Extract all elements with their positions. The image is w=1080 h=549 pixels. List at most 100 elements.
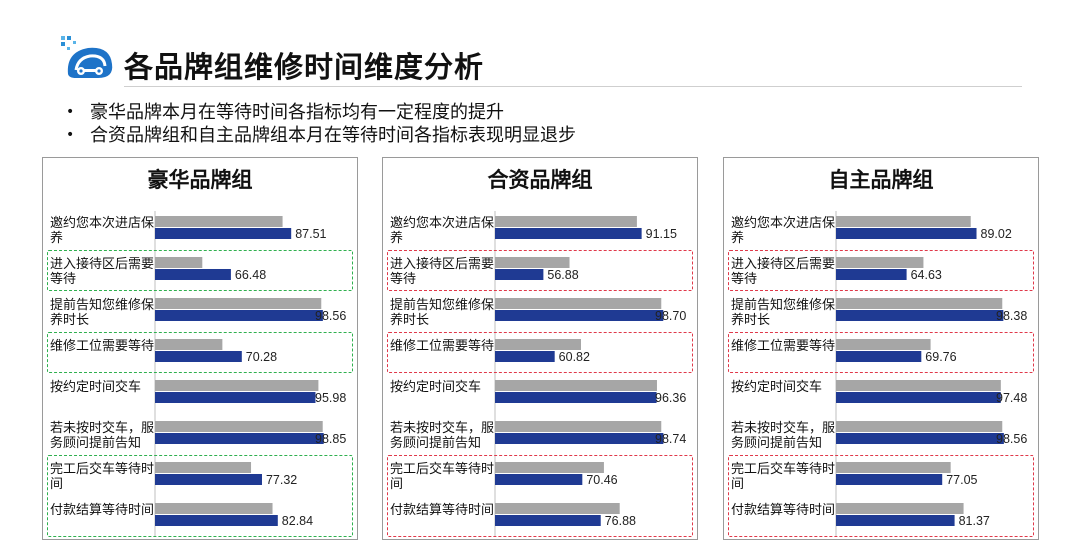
bar-previous	[836, 462, 951, 473]
data-label: 98.74	[655, 432, 686, 446]
highlight-box	[728, 250, 1034, 291]
data-label: 91.15	[646, 227, 677, 241]
bar-current	[155, 474, 262, 485]
bar-current	[836, 392, 1001, 403]
bar-previous	[495, 298, 662, 309]
data-label: 76.88	[605, 514, 636, 528]
category-label: 按约定时间交车	[731, 380, 823, 395]
chart-panel-domestic: 自主品牌组 89.02 64.63 98.38 69.76 97.48 98.56 77.0…	[723, 157, 1039, 540]
category-label: 完工后交车等待时间	[390, 462, 495, 492]
bar-previous	[495, 380, 657, 391]
bar-current	[155, 392, 316, 403]
category-label: 进入接待区后需要等待	[50, 257, 155, 287]
chart-title: 自主品牌组	[828, 168, 934, 192]
bar-previous	[495, 216, 637, 227]
category-label: 进入接待区后需要等待	[390, 257, 495, 287]
highlight-box	[387, 250, 693, 291]
bar-current	[495, 474, 583, 485]
data-label: 89.02	[981, 227, 1012, 241]
highlight-box	[728, 455, 1034, 537]
data-label: 70.46	[586, 473, 617, 487]
bar-current	[155, 515, 278, 526]
bar-previous	[155, 503, 273, 514]
data-label: 96.36	[655, 391, 686, 405]
bullet-dot-icon: •	[66, 127, 75, 143]
bar-previous	[155, 298, 322, 309]
bar-current	[495, 433, 664, 444]
category-label: 进入接待区后需要等待	[731, 257, 836, 287]
data-label: 66.48	[235, 268, 266, 282]
bar-previous	[836, 503, 964, 514]
data-label: 98.70	[655, 309, 686, 323]
data-label: 98.56	[315, 309, 346, 323]
category-label: 维修工位需要等待	[390, 339, 495, 354]
bar-current	[836, 228, 977, 239]
category-label: 付款结算等待时间	[731, 503, 836, 518]
data-label: 97.48	[996, 391, 1027, 405]
bar-current	[155, 351, 242, 362]
bullet-item: • 豪华品牌本月在等待时间各指标均有一定程度的提升	[66, 102, 504, 123]
data-label: 81.37	[959, 514, 990, 528]
bar-previous	[495, 421, 662, 432]
data-label: 98.85	[315, 432, 346, 446]
car-wrench-logo-icon	[61, 36, 113, 78]
bar-current	[495, 228, 642, 239]
bar-current	[495, 392, 657, 403]
bar-previous	[155, 380, 319, 391]
bullet-item: • 合资品牌组和自主品牌组本月在等待时间各指标表现明显退步	[66, 125, 576, 146]
bar-previous	[495, 257, 570, 268]
highlight-box	[47, 332, 353, 373]
bar-current	[495, 269, 544, 280]
data-label: 82.84	[282, 514, 313, 528]
chart-title: 豪华品牌组	[147, 168, 253, 192]
bar-previous	[836, 216, 971, 227]
page-title: 各品牌组维修时间维度分析	[124, 50, 485, 84]
category-label: 完工后交车等待时间	[731, 462, 836, 492]
category-label: 提前告知您维修保养时长	[50, 298, 155, 328]
data-label: 64.63	[911, 268, 942, 282]
summary-bullets: • 豪华品牌本月在等待时间各指标均有一定程度的提升 • 合资品牌组和自主品牌组本月在…	[66, 101, 576, 147]
data-label: 69.76	[925, 350, 956, 364]
data-label: 98.38	[996, 309, 1027, 323]
chart-title: 合资品牌组	[487, 168, 593, 192]
bar-current	[495, 351, 555, 362]
bar-previous	[155, 339, 223, 350]
bar-previous	[836, 298, 1003, 309]
bar-current	[836, 351, 922, 362]
data-label: 95.98	[315, 391, 346, 405]
title-divider	[124, 86, 1022, 87]
bar-current	[155, 310, 323, 321]
bar-current	[836, 433, 1004, 444]
highlight-box	[387, 332, 693, 373]
highlight-box	[728, 332, 1034, 373]
bar-current	[155, 269, 231, 280]
bar-current	[836, 515, 955, 526]
category-label: 完工后交车等待时间	[50, 462, 155, 492]
data-label: 70.28	[246, 350, 277, 364]
bar-current	[495, 310, 664, 321]
category-label: 若未按时交车，服务顾问提前告知	[50, 421, 155, 451]
data-label: 56.88	[547, 268, 578, 282]
bar-current	[836, 269, 907, 280]
bar-previous	[155, 421, 323, 432]
bar-current	[836, 310, 1004, 321]
data-label: 87.51	[295, 227, 326, 241]
category-label: 邀约您本次进店保养	[50, 216, 155, 246]
bar-current	[155, 433, 324, 444]
data-label: 77.05	[946, 473, 977, 487]
category-label: 若未按时交车，服务顾问提前告知	[731, 421, 836, 451]
category-label: 提前告知您维修保养时长	[731, 298, 836, 328]
highlight-box	[47, 455, 353, 537]
category-label: 邀约您本次进店保养	[731, 216, 836, 246]
bar-chart: 87.51 66.48 98.56 70.28 95.98 98.85 77.32 82.84	[154, 211, 346, 537]
data-label: 60.82	[559, 350, 590, 364]
bar-previous	[836, 257, 924, 268]
data-label: 77.32	[266, 473, 297, 487]
bar-previous	[155, 462, 252, 473]
category-label: 付款结算等待时间	[390, 503, 495, 518]
bar-chart: 91.15 56.88 98.70 60.82 96.36 98.74 70.46 76.88	[494, 211, 686, 537]
bar-previous	[495, 462, 604, 473]
category-label: 提前告知您维修保养时长	[390, 298, 495, 328]
category-label: 若未按时交车，服务顾问提前告知	[390, 421, 495, 451]
category-label: 按约定时间交车	[50, 380, 142, 395]
